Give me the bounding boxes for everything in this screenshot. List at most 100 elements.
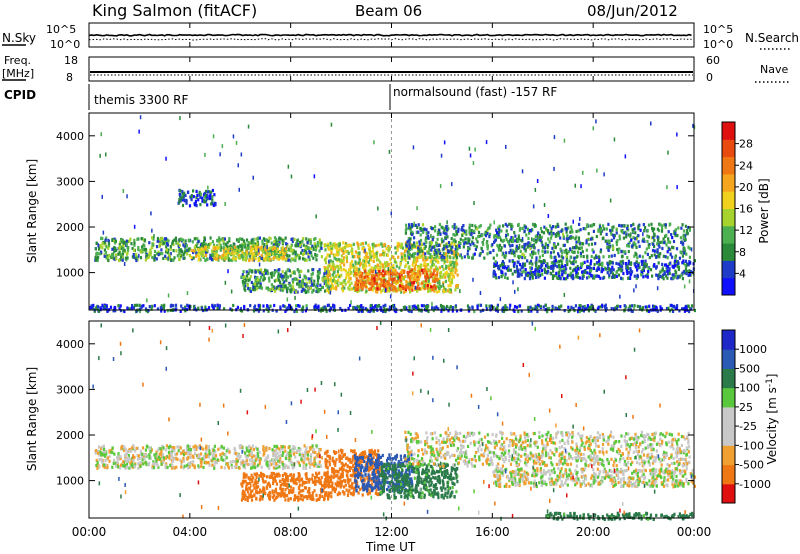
power-echo-cell	[324, 243, 327, 247]
power-echo-cell	[526, 259, 529, 263]
power-echo-cell	[608, 245, 611, 249]
power-noise-cell	[472, 277, 474, 282]
power-echo-cell	[683, 306, 687, 310]
power-echo-cell	[195, 189, 198, 193]
power-echo-cell	[572, 260, 575, 264]
power-echo-cell	[257, 285, 260, 289]
power-echo-cell	[369, 304, 372, 308]
power-echo-cell	[444, 226, 447, 230]
power-echo-cell	[577, 306, 580, 310]
power-echo-cell	[565, 237, 568, 241]
power-echo-cell	[586, 254, 589, 258]
power-echo-cell	[540, 230, 543, 234]
power-echo-cell	[617, 251, 620, 255]
power-echo-cell	[254, 279, 257, 284]
power-echo-cell	[690, 304, 694, 308]
power-echo-cell	[671, 236, 674, 240]
power-echo-cell	[272, 285, 275, 289]
power-echo-cell	[146, 256, 149, 260]
power-echo-cell	[185, 201, 188, 205]
power-echo-cell	[547, 237, 550, 241]
power-echo-cell	[321, 306, 324, 310]
power-echo-cell	[444, 257, 448, 261]
power-echo-cell	[513, 231, 516, 235]
power-echo-cell	[663, 241, 666, 245]
power-echo-cell	[366, 275, 369, 279]
power-echo-cell	[492, 305, 495, 310]
power-echo-cell	[415, 241, 418, 245]
power-echo-cell	[305, 304, 308, 308]
power-noise-cell	[668, 222, 671, 227]
power-echo-cell	[517, 239, 520, 243]
power-echo-cell	[323, 272, 326, 276]
power-echo-cell	[295, 290, 298, 294]
power-echo-cell	[418, 240, 421, 244]
power-echo-cell	[152, 243, 155, 247]
velocity-echo-cell	[113, 458, 116, 462]
power-echo-cell	[443, 285, 446, 290]
power-echo-cell	[535, 259, 538, 263]
power-echo-cell	[95, 257, 99, 261]
power-echo-cell	[430, 243, 433, 247]
power-echo-cell	[374, 277, 377, 281]
power-echo-cell	[388, 289, 391, 293]
power-echo-cell	[248, 258, 251, 263]
power-echo-cell	[529, 253, 532, 257]
power-echo-cell	[631, 304, 634, 308]
power-echo-cell	[643, 239, 646, 243]
power-echo-cell	[303, 257, 306, 261]
power-echo-cell	[555, 273, 558, 277]
power-echo-cell	[453, 226, 456, 230]
power-echo-cell	[244, 279, 247, 283]
power-echo-cell	[442, 290, 445, 294]
power-echo-cell	[575, 240, 578, 244]
velocity-echo-cell	[265, 448, 268, 452]
power-echo-cell	[545, 227, 548, 231]
power-echo-cell	[647, 245, 650, 249]
power-echo-cell	[572, 250, 575, 254]
power-echo-cell	[622, 271, 625, 276]
power-echo-cell	[446, 273, 449, 277]
power-echo-cell	[597, 274, 600, 279]
power-echo-cell	[523, 277, 526, 281]
power-echo-cell	[276, 244, 279, 248]
power-echo-cell	[642, 266, 645, 270]
power-echo-cell	[393, 306, 396, 310]
power-echo-cell	[378, 272, 381, 276]
power-echo-cell	[664, 223, 667, 227]
velocity-echo-cell	[293, 465, 296, 469]
velocity-echo-cell	[132, 447, 135, 451]
velocity-echo-cell	[273, 454, 276, 458]
power-echo-cell	[600, 228, 603, 232]
power-echo-cell	[504, 306, 507, 310]
power-echo-cell	[352, 242, 355, 246]
power-colorbar-swatch	[722, 243, 735, 261]
power-echo-cell	[426, 306, 429, 310]
power-echo-cell	[356, 282, 359, 286]
power-noise-cell	[126, 194, 128, 199]
power-echo-cell	[247, 271, 250, 276]
power-echo-cell	[602, 255, 605, 259]
power-echo-cell	[563, 309, 566, 313]
power-echo-cell	[372, 254, 375, 258]
power-noise-cell	[384, 288, 387, 293]
power-colorbar-tick-label: 28	[739, 138, 753, 151]
power-echo-cell	[687, 304, 690, 308]
power-echo-cell	[332, 263, 335, 267]
power-echo-cell	[668, 267, 671, 271]
power-echo-cell	[311, 244, 314, 248]
power-echo-cell	[444, 266, 448, 270]
velocity-echo-cell	[98, 458, 101, 462]
power-echo-cell	[392, 263, 395, 267]
power-noise-cell	[485, 307, 488, 311]
power-noise-cell	[100, 132, 102, 137]
power-echo-cell	[190, 194, 193, 198]
power-echo-cell	[339, 247, 342, 251]
power-echo-cell	[496, 303, 499, 307]
power-echo-cell	[409, 290, 412, 294]
power-echo-cell	[190, 248, 193, 253]
power-echo-cell	[101, 303, 104, 307]
power-echo-cell	[424, 265, 427, 269]
